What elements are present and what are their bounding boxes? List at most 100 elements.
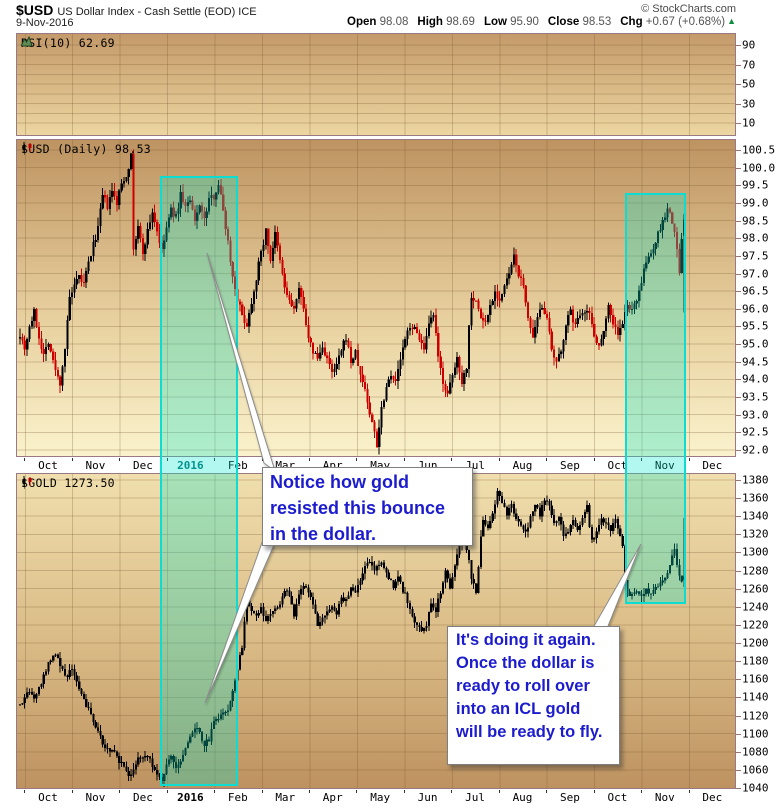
y-axis-tick bbox=[736, 326, 741, 328]
y-axis-tick bbox=[736, 552, 741, 554]
ohlc-label: Open bbox=[347, 16, 377, 28]
month-label: Aug bbox=[512, 791, 533, 804]
y-axis-value: 1240 bbox=[742, 600, 769, 614]
month-label: Nov bbox=[654, 459, 675, 472]
rsi-panel-label: RSI(10) 62.69 bbox=[21, 36, 115, 50]
y-axis-value: 98.5 bbox=[742, 214, 769, 228]
month-label: Oct bbox=[38, 791, 58, 804]
y-axis-value: 96.5 bbox=[742, 284, 769, 298]
month-tick bbox=[308, 458, 310, 461]
month-tick bbox=[119, 458, 121, 461]
month-tick bbox=[119, 790, 121, 793]
y-axis-value: 1180 bbox=[742, 654, 769, 668]
month-tick bbox=[24, 790, 26, 793]
y-axis-value: 90 bbox=[742, 38, 756, 52]
y-axis-value: 95.5 bbox=[742, 319, 769, 333]
y-axis-value: 95.0 bbox=[742, 337, 769, 351]
y-axis-tick bbox=[736, 715, 741, 717]
y-axis-value: 92.5 bbox=[742, 425, 769, 439]
y-axis-tick bbox=[736, 167, 741, 169]
y-axis-tick bbox=[736, 432, 741, 434]
month-label: Sep bbox=[560, 791, 580, 804]
y-axis-tick bbox=[736, 123, 741, 124]
y-axis-value: 1040 bbox=[742, 781, 769, 795]
y-axis-value: 1060 bbox=[742, 763, 769, 777]
month-tick bbox=[593, 790, 595, 793]
month-tick bbox=[261, 790, 263, 793]
month-tick bbox=[498, 458, 500, 461]
y-axis-tick bbox=[736, 498, 741, 500]
y-axis-tick bbox=[736, 379, 741, 381]
month-label: 2016 bbox=[177, 791, 204, 804]
y-axis-value: 50 bbox=[742, 77, 756, 91]
rsi-plot bbox=[17, 34, 735, 135]
month-tick bbox=[356, 790, 358, 793]
y-axis-value: 97.0 bbox=[742, 267, 769, 281]
y-axis-tick bbox=[736, 64, 741, 66]
y-axis-tick bbox=[736, 643, 741, 645]
y-axis-tick bbox=[736, 480, 741, 481]
ohlc-label: Chg bbox=[620, 16, 643, 28]
candlestick-icon bbox=[22, 142, 32, 153]
y-axis-tick bbox=[736, 588, 741, 590]
y-axis-tick bbox=[736, 534, 741, 536]
month-label: Jun bbox=[417, 791, 438, 804]
month-label: Dec bbox=[132, 459, 153, 472]
y-axis-tick bbox=[736, 679, 741, 681]
y-axis-tick bbox=[736, 202, 741, 204]
month-tick bbox=[71, 790, 73, 793]
y-axis-value: 98.0 bbox=[742, 231, 769, 245]
callout-note-2: It's doing it again. Once the dollar is … bbox=[447, 626, 620, 765]
y-axis-value: 1320 bbox=[742, 527, 769, 541]
month-tick bbox=[308, 790, 310, 793]
month-label: May bbox=[370, 791, 391, 804]
month-label: Dec bbox=[702, 459, 723, 472]
y-axis-tick bbox=[736, 238, 741, 240]
month-tick bbox=[24, 458, 26, 461]
y-axis-tick bbox=[736, 450, 741, 451]
y-axis-tick bbox=[736, 273, 741, 275]
chart-header: $USD US Dollar Index - Cash Settle (EOD) … bbox=[16, 2, 257, 18]
y-axis-value: 93.5 bbox=[742, 390, 769, 404]
y-axis-value: 96.0 bbox=[742, 302, 769, 316]
month-label: 2016 bbox=[177, 459, 204, 472]
month-label: Nov bbox=[85, 791, 106, 804]
y-axis-value: 70 bbox=[742, 58, 756, 71]
gold-panel-label: $GOLD 1273.50 bbox=[21, 476, 115, 490]
date-label: 9-Nov-2016 bbox=[16, 17, 74, 29]
y-axis-tick bbox=[736, 255, 741, 257]
month-label: Dec bbox=[132, 791, 153, 804]
month-tick bbox=[498, 790, 500, 793]
month-label: Nov bbox=[654, 791, 675, 804]
month-tick bbox=[71, 458, 73, 461]
y-axis-value: 1280 bbox=[742, 564, 769, 578]
y-axis-value: 92.0 bbox=[742, 443, 769, 457]
month-label: Dec bbox=[702, 791, 723, 804]
y-axis-value: 94.5 bbox=[742, 355, 769, 369]
month-tick bbox=[261, 458, 263, 461]
highlight-region-1 bbox=[160, 176, 238, 786]
rsi-panel: RSI(10) 62.69 bbox=[16, 33, 736, 136]
y-axis-value: 97.5 bbox=[742, 249, 769, 263]
month-tick bbox=[688, 458, 690, 461]
month-tick bbox=[166, 458, 168, 461]
area-chart-icon bbox=[21, 36, 33, 47]
y-axis-value: 1200 bbox=[742, 636, 769, 650]
y-axis-value: 1220 bbox=[742, 618, 769, 632]
y-axis-tick bbox=[736, 516, 741, 518]
y-axis-value: 99.0 bbox=[742, 196, 769, 210]
month-label: Jul bbox=[465, 791, 485, 804]
copyright-label: © StockCharts.com bbox=[641, 3, 736, 15]
y-axis-tick bbox=[736, 45, 741, 46]
y-axis-tick bbox=[736, 344, 741, 346]
symbol-label: $USD bbox=[16, 2, 54, 18]
month-tick bbox=[214, 790, 216, 793]
y-axis-tick bbox=[736, 606, 741, 608]
y-axis-tick bbox=[736, 103, 741, 105]
y-axis-value: 1340 bbox=[742, 509, 769, 523]
chart-title: US Dollar Index - Cash Settle (EOD) ICE bbox=[57, 6, 257, 18]
y-axis-value: 94.0 bbox=[742, 372, 769, 386]
y-axis-value: 1300 bbox=[742, 545, 769, 559]
y-axis-value: 1120 bbox=[742, 709, 769, 723]
